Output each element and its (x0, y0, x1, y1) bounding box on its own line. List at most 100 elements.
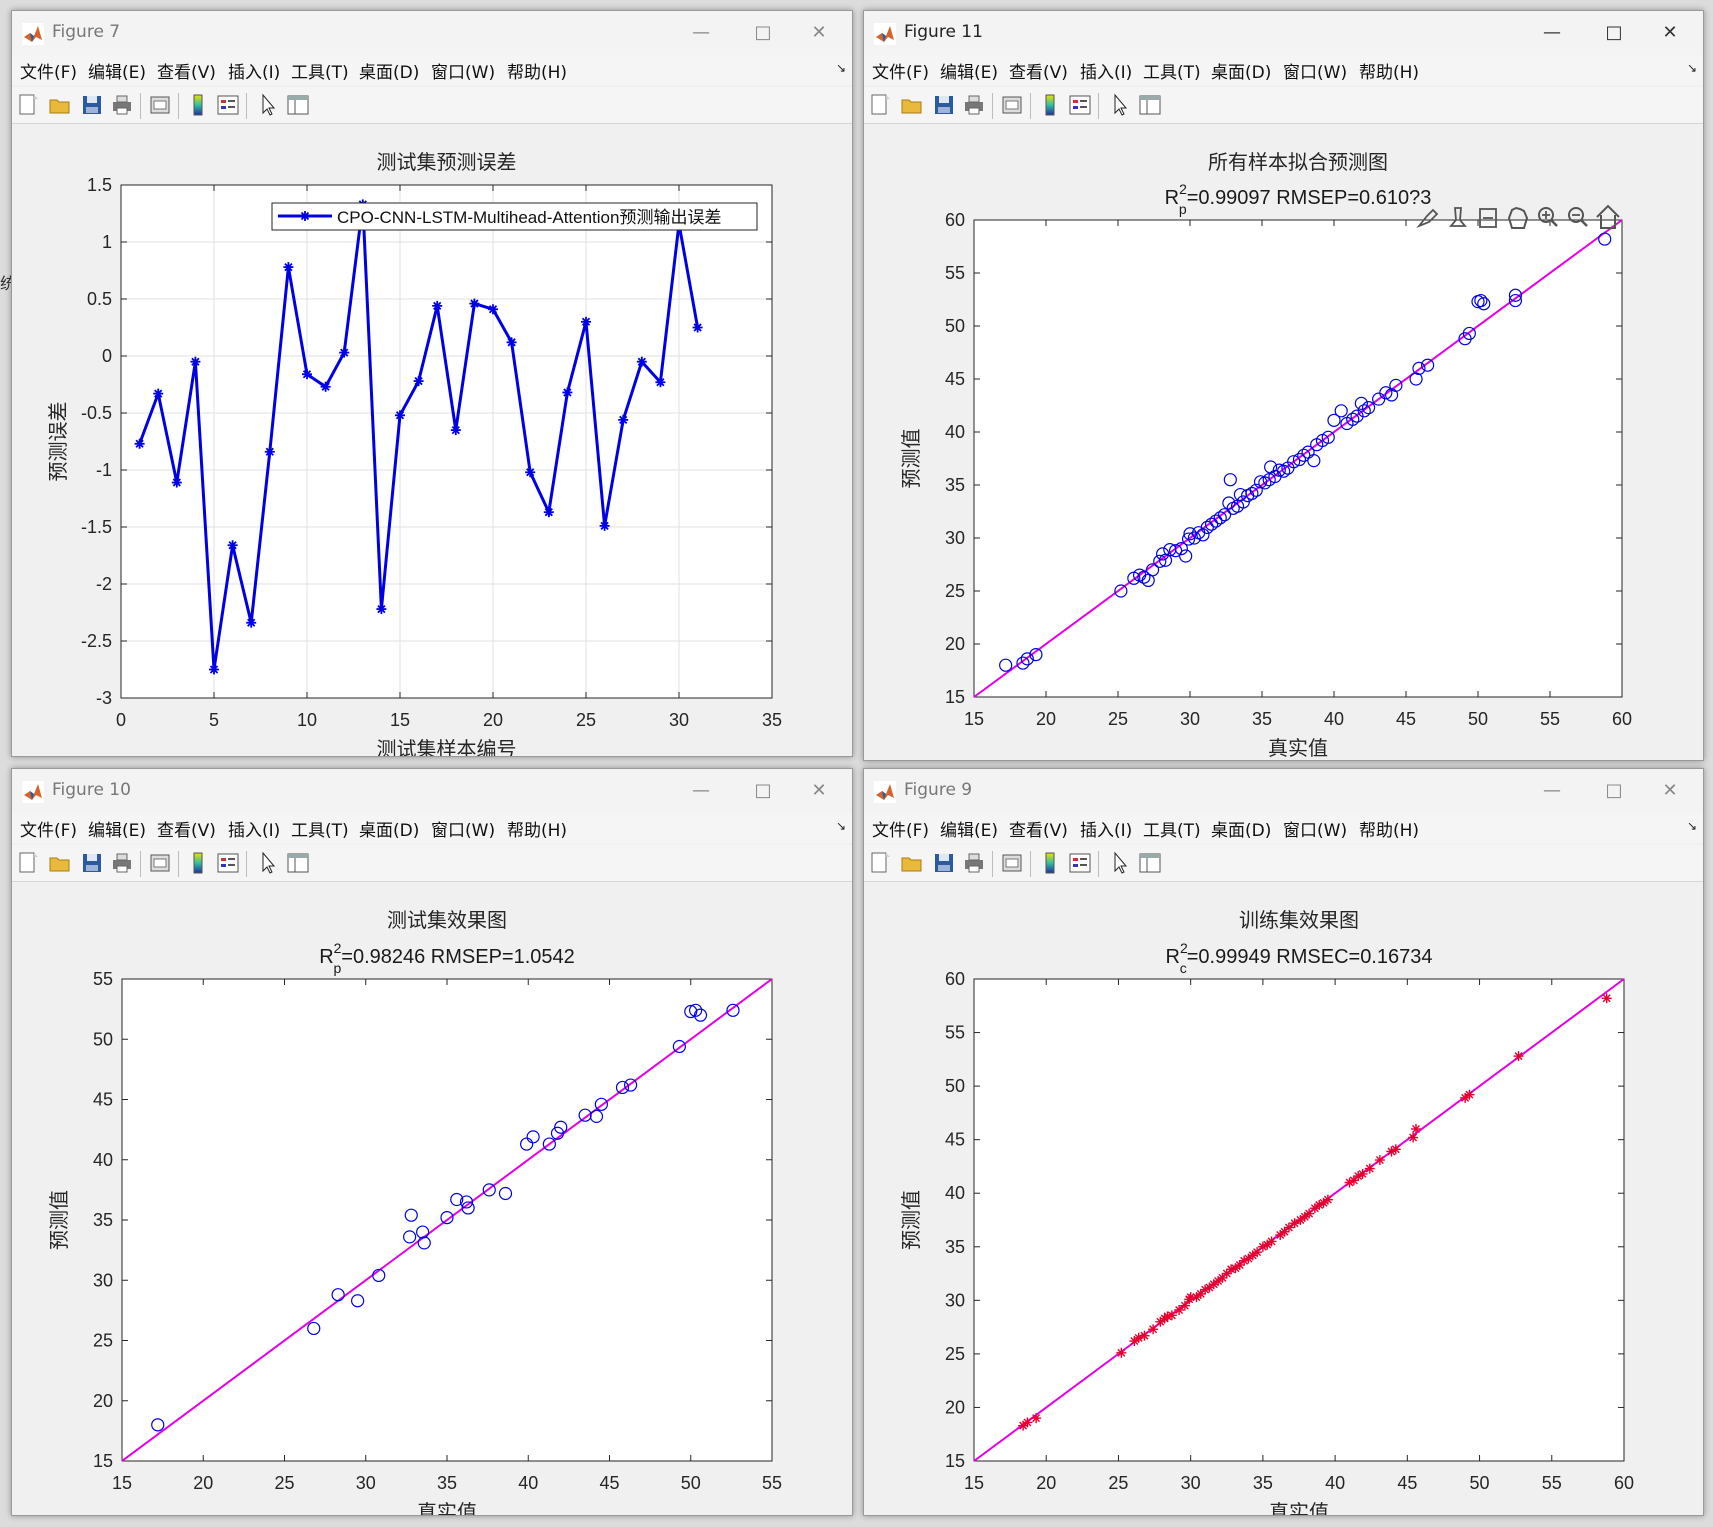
maximize-button[interactable]: □ (1605, 780, 1623, 801)
minimize-button[interactable]: — (1543, 780, 1561, 801)
data-point[interactable] (1185, 1292, 1196, 1303)
data-point[interactable] (1243, 1253, 1254, 1264)
data-point[interactable] (1174, 1304, 1185, 1315)
menu-desktop[interactable]: 桌面(D) (359, 63, 420, 83)
data-point[interactable] (413, 376, 424, 387)
data-point[interactable] (1411, 1123, 1421, 1134)
menu-view[interactable]: 查看(V) (1009, 63, 1068, 83)
menu-tools[interactable]: 工具(T) (1143, 63, 1201, 83)
data-point[interactable] (618, 414, 629, 425)
data-point[interactable] (1374, 1155, 1385, 1166)
data-point[interactable] (1262, 1239, 1273, 1250)
data-point[interactable] (283, 262, 294, 273)
save-icon[interactable] (80, 851, 104, 875)
data-point[interactable] (1029, 647, 1043, 662)
zoom-in-icon[interactable] (1538, 207, 1558, 227)
menu-insert[interactable]: 插入(I) (228, 63, 281, 83)
data-point[interactable] (1598, 232, 1612, 246)
property-inspector-icon[interactable] (1138, 93, 1162, 117)
figure-window-9[interactable]: Figure 9 — □ ✕ 文件(F) 编辑(E) 查看(V) 插入(I) 工具(T)… (863, 768, 1704, 1516)
data-point[interactable] (1364, 1163, 1375, 1174)
data-point[interactable] (1292, 452, 1307, 467)
data-point[interactable] (1116, 1347, 1127, 1358)
error-line-chart[interactable]: 0 5 10 15 20 25 30 35 -3 -2.5 -2 -1.5 -1 -0.5 0 0.5 1 1.5… (12, 124, 852, 756)
link-plot-icon[interactable] (1000, 93, 1024, 117)
property-inspector-icon[interactable] (286, 851, 310, 875)
data-point[interactable] (1145, 563, 1160, 577)
data-point[interactable] (1357, 1168, 1368, 1179)
minimize-button[interactable]: — (692, 780, 710, 801)
data-point[interactable] (151, 1418, 165, 1432)
menu-insert[interactable]: 插入(I) (1080, 821, 1133, 841)
data-point[interactable] (1513, 1051, 1524, 1062)
menu-window[interactable]: 窗口(W) (1283, 63, 1348, 83)
data-point[interactable] (1234, 1259, 1245, 1270)
data-point[interactable] (1321, 430, 1335, 444)
data-tips-icon[interactable] (1449, 207, 1467, 227)
data-point[interactable] (1277, 464, 1291, 478)
insert-colorbar-icon[interactable] (186, 851, 210, 875)
data-point[interactable] (1322, 1194, 1333, 1205)
maximize-button[interactable]: □ (754, 22, 772, 43)
data-point[interactable] (440, 1210, 454, 1225)
data-point[interactable] (542, 1137, 556, 1151)
data-point[interactable] (1379, 386, 1393, 400)
data-point[interactable] (525, 467, 536, 478)
save-icon[interactable] (932, 93, 956, 117)
data-point[interactable] (1156, 547, 1170, 561)
minimize-button[interactable]: — (1543, 22, 1561, 43)
edit-plot-pointer-icon[interactable] (256, 851, 280, 875)
data-point[interactable] (1462, 326, 1476, 341)
data-point[interactable] (1181, 532, 1196, 546)
data-point[interactable] (1346, 412, 1360, 426)
new-figure-icon[interactable] (16, 93, 40, 117)
data-point[interactable] (1139, 1330, 1150, 1341)
data-point[interactable] (1179, 1300, 1190, 1311)
data-point[interactable] (1223, 473, 1237, 487)
close-button[interactable]: ✕ (1662, 780, 1678, 801)
data-point[interactable] (1245, 486, 1259, 501)
data-point[interactable] (469, 298, 480, 309)
data-point[interactable] (1464, 1089, 1475, 1100)
insert-colorbar-icon[interactable] (186, 93, 210, 117)
open-file-icon[interactable] (48, 93, 72, 117)
data-point[interactable] (624, 1078, 638, 1092)
new-figure-icon[interactable] (868, 851, 892, 875)
menu-dock-arrow-icon[interactable]: ↘ (1686, 819, 1697, 833)
menu-desktop[interactable]: 桌面(D) (1211, 821, 1272, 841)
data-point[interactable] (1420, 358, 1435, 372)
home-icon[interactable] (1596, 204, 1620, 229)
data-point[interactable] (1205, 517, 1219, 531)
legend-marker[interactable] (300, 211, 310, 221)
data-point[interactable] (1031, 1413, 1042, 1424)
data-point[interactable] (450, 1192, 464, 1207)
insert-colorbar-icon[interactable] (1038, 851, 1062, 875)
data-point[interactable] (1283, 1222, 1294, 1233)
insert-legend-icon[interactable] (1068, 93, 1092, 117)
menu-tools[interactable]: 工具(T) (291, 63, 349, 83)
menu-view[interactable]: 查看(V) (1009, 821, 1068, 841)
close-button[interactable]: ✕ (811, 780, 827, 801)
data-point[interactable] (1169, 544, 1183, 558)
menu-dock-arrow-icon[interactable]: ↘ (835, 819, 846, 833)
data-point[interactable] (526, 1130, 540, 1144)
data-point[interactable] (1166, 1310, 1177, 1321)
property-inspector-icon[interactable] (1138, 851, 1162, 875)
data-point[interactable] (1412, 361, 1426, 375)
data-point[interactable] (376, 604, 387, 615)
edit-plot-pointer-icon[interactable] (256, 93, 280, 117)
data-point[interactable] (331, 1288, 345, 1302)
insert-colorbar-icon[interactable] (1038, 93, 1062, 117)
menu-view[interactable]: 查看(V) (157, 821, 216, 841)
data-point[interactable] (599, 520, 610, 531)
menu-help[interactable]: 帮助(H) (507, 63, 568, 83)
title-bar[interactable]: Figure 11 — □ ✕ (864, 11, 1703, 55)
data-point[interactable] (1114, 584, 1128, 598)
data-point[interactable] (302, 369, 312, 380)
insert-legend-icon[interactable] (216, 93, 240, 117)
data-point[interactable] (999, 658, 1013, 672)
data-point[interactable] (1129, 1336, 1140, 1347)
data-point[interactable] (320, 381, 331, 392)
data-point[interactable] (1252, 1247, 1263, 1258)
data-point[interactable] (134, 438, 145, 449)
